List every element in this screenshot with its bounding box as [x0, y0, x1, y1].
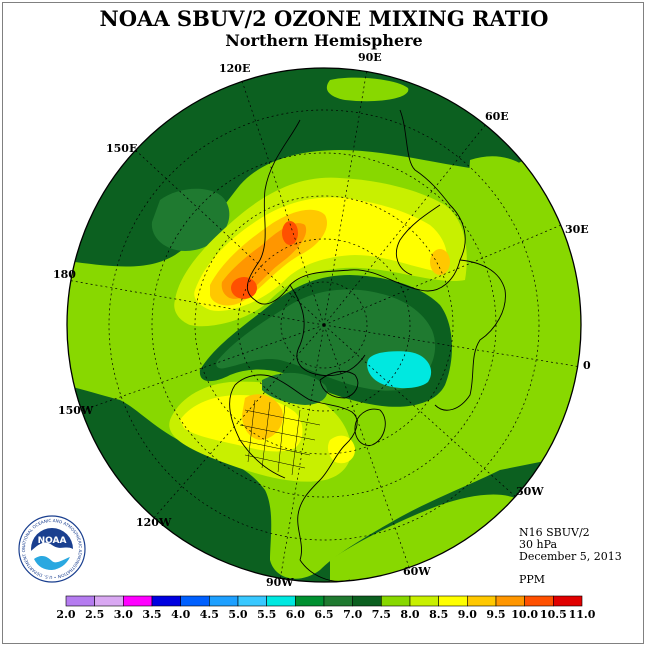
colorbar-swatch [266, 595, 296, 607]
colorbar-swatch [209, 595, 239, 607]
colorbar-swatch [467, 595, 497, 607]
colorbar-tick-label: 7.5 [371, 608, 391, 621]
colorbar-tick-label: 4.5 [199, 608, 219, 621]
colorbar-swatch [524, 595, 554, 607]
lon-label-90w: 90W [266, 576, 294, 589]
map-min-cyan [367, 351, 432, 389]
lon-label-30w: 30W [516, 485, 544, 498]
pressure-level-label: 30 hPa [519, 538, 558, 551]
colorbar-swatch [94, 595, 124, 607]
colorbar-swatch [323, 595, 353, 607]
colorbar-tick-label: 2.0 [56, 608, 76, 621]
colorbar-tick-label: 9.5 [486, 608, 506, 621]
map-boundary [66, 67, 582, 583]
colorbar-swatch [553, 595, 583, 607]
noaa-logo: NATIONAL OCEANIC AND ATMOSPHERIC ADMINIS… [18, 515, 86, 583]
colorbar-tick-label: 11.0 [568, 608, 596, 621]
colorbar-swatch [495, 595, 525, 607]
colorbar-tick-label: 8.0 [400, 608, 420, 621]
map-region-dark-southwest [67, 380, 581, 582]
map-region-mid-north [151, 188, 230, 251]
figure-subtitle: Northern Hemisphere [225, 31, 423, 50]
lon-label-30e: 30E [565, 223, 589, 236]
colorbar-tick-label: 10.5 [539, 608, 567, 621]
colorbar-tick-label: 6.0 [285, 608, 305, 621]
colorbar-tick-label: 10.0 [511, 608, 539, 621]
colorbar-tick-label: 5.5 [257, 608, 277, 621]
colorbar-swatch [409, 595, 439, 607]
instrument-label: N16 SBUV/2 [519, 526, 590, 539]
lon-label-0: 0 [583, 359, 591, 372]
map-state-borders [237, 399, 321, 476]
lon-label-150e: 150E [106, 142, 138, 155]
lon-label-90e: 90E [358, 51, 382, 64]
lon-label-120e: 120E [219, 62, 251, 75]
lon-label-60e: 60E [485, 110, 509, 123]
colorbar-tick-label: 7.0 [343, 608, 363, 621]
colorbar-swatch [123, 595, 153, 607]
map-max-red-north [282, 221, 298, 245]
colorbar-tick-label: 8.5 [429, 608, 449, 621]
lon-label-150w: 150W [58, 404, 94, 417]
colorbar-swatch [438, 595, 468, 607]
colorbar-tick-label: 2.5 [85, 608, 105, 621]
colorbar-swatch [65, 595, 95, 607]
noaa-logo-text: NOAA [38, 536, 67, 546]
map-coastlines [229, 109, 506, 582]
colorbar-swatch [151, 595, 181, 607]
colorbar-tick-label: 9.0 [457, 608, 477, 621]
colorbar-swatch [381, 595, 411, 607]
colorbar-tick-label: 3.5 [142, 608, 162, 621]
colorbar-tick-label: 5.0 [228, 608, 248, 621]
colorbar-tick-label: 3.0 [113, 608, 133, 621]
units-label: PPM [519, 573, 546, 586]
colorbar-swatch [352, 595, 382, 607]
map-graticule [67, 68, 581, 581]
lon-label-60w: 60W [403, 565, 431, 578]
lon-label-120w: 120W [136, 516, 172, 529]
colorbar-swatch [295, 595, 325, 607]
figure-title: NOAA SBUV/2 OZONE MIXING RATIO [99, 6, 549, 31]
date-label: December 5, 2013 [519, 550, 622, 563]
colorbar-tick-label: 6.5 [314, 608, 334, 621]
map-region-light-top [326, 77, 409, 102]
colorbar-swatch [237, 595, 267, 607]
colorbar-tick-label: 4.0 [171, 608, 191, 621]
colorbar-swatch [180, 595, 210, 607]
lon-label-180: 180 [53, 268, 76, 281]
map-region-light-ne [468, 156, 551, 240]
map-max-red-west [231, 277, 257, 299]
map-region-orange-usa [242, 394, 283, 440]
map-region-mid-canada [262, 372, 328, 405]
map-region-orange-east [430, 249, 450, 275]
